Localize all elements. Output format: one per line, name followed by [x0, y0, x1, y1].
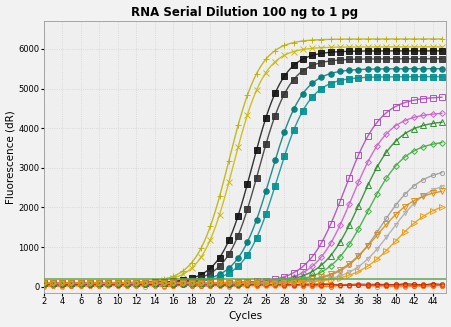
Y-axis label: Fluorescence (dR): Fluorescence (dR): [5, 110, 15, 204]
X-axis label: Cycles: Cycles: [227, 311, 262, 321]
Title: RNA Serial Dilution 100 ng to 1 pg: RNA Serial Dilution 100 ng to 1 pg: [131, 6, 358, 19]
